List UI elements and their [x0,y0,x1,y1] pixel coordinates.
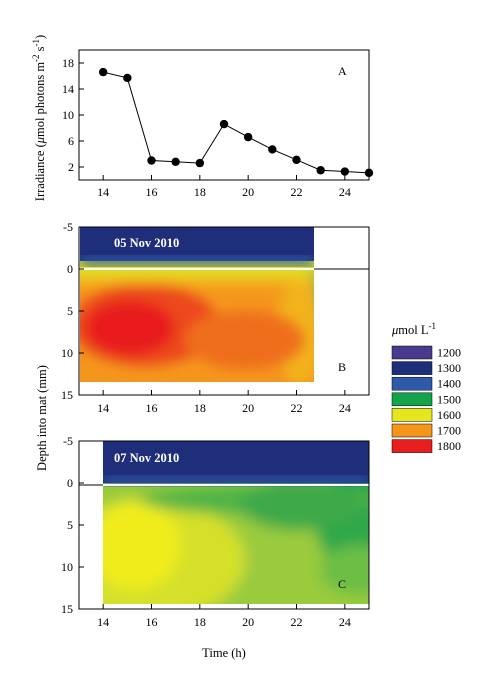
panel-a-series [98,67,374,178]
panel-a: 2 6 10 14 18 14 16 18 20 22 24 A [62,49,374,199]
panel-b-contour [80,227,314,382]
legend-swatch [391,376,433,391]
data-point [364,168,374,178]
x-tick-label: 16 [146,615,158,629]
y-tick-label: 6 [68,134,74,148]
y-tick-label: 5 [67,304,73,318]
y-tick-label: 10 [62,108,74,122]
legend-swatch [391,439,433,453]
panel-b-letter: B [338,360,346,374]
panel-c-y-ticks: -5 0 5 10 15 [61,434,84,616]
time-xlabel: Time (h) [202,646,246,660]
legend-swatch [391,345,433,360]
x-tick-label: 18 [194,185,206,199]
legend-title: μmol L-1 [391,321,436,337]
x-tick-label: 14 [97,185,109,199]
panel-a-y-ticks: 2 6 10 14 18 [62,56,84,174]
y-tick-label: 10 [61,346,73,360]
legend-label: 1800 [437,439,461,453]
panel-a-frame [78,49,370,181]
x-tick-label: 20 [242,185,254,199]
legend-label: 1500 [437,392,461,406]
panel-b-x-ticks: 14 16 18 20 22 24 [97,390,351,415]
y-tick-label: 10 [61,560,73,574]
data-point [219,119,229,129]
data-point [171,157,180,166]
x-tick-label: 16 [146,401,158,415]
data-point [98,67,108,77]
y-tick-label: 0 [67,262,73,276]
x-tick-label: 24 [339,185,351,199]
y-tick-label: 0 [67,476,73,490]
y-tick-label: 15 [61,602,73,616]
y-tick-label: -5 [63,434,73,448]
depth-ylabel: Depth into mat (mm) [35,365,49,471]
legend-label: 1600 [437,408,461,422]
legend-swatch [391,392,433,407]
legend-label: 1400 [437,377,461,391]
y-tick-label: 2 [68,160,74,174]
x-tick-label: 14 [97,401,109,415]
y-tick-label: 15 [61,388,73,402]
panel-b: -5 0 5 10 15 14 16 18 20 22 24 05 Nov 2010 B [61,220,370,415]
x-tick-label: 20 [242,615,254,629]
legend-swatch [391,361,433,375]
x-tick-label: 22 [291,615,303,629]
data-point [268,145,277,154]
panel-b-date-label: 05 Nov 2010 [114,236,179,250]
data-point [195,158,205,168]
x-tick-label: 24 [339,401,351,415]
panel-a-x-ticks: 14 16 18 20 22 24 [97,175,351,199]
data-point [147,156,156,165]
y-tick-label: 18 [62,56,74,70]
x-tick-label: 24 [339,615,351,629]
x-tick-label: 14 [97,615,109,629]
data-point [292,155,301,165]
legend-swatch [391,408,433,422]
irradiance-ylabel: Irradiance (μmol photons m-2 s-1) [31,35,47,201]
x-tick-label: 22 [291,401,303,415]
irradiance-line [103,71,370,174]
panel-a-letter: A [338,64,347,78]
y-tick-label: 14 [62,82,74,96]
panel-b-y-ticks: -5 0 5 10 15 [61,220,84,402]
x-tick-label: 22 [291,185,303,199]
panel-c: -5 0 5 10 15 14 16 18 20 22 24 07 Nov 2010 C [61,434,370,629]
data-point [243,132,253,142]
panel-c-date-label: 07 Nov 2010 [114,451,179,465]
legend-label: 1200 [437,346,461,360]
panel-c-letter: C [338,577,346,591]
legend-label: 1300 [437,361,461,375]
legend-swatch [391,423,433,438]
data-point [316,166,325,175]
panel-c-x-ticks: 14 16 18 20 22 24 [97,604,351,629]
y-tick-label: -5 [63,220,73,234]
x-tick-label: 16 [146,185,158,199]
x-tick-label: 18 [194,401,206,415]
data-point [340,167,350,176]
legend-label: 1700 [437,424,461,438]
x-tick-label: 20 [242,401,254,415]
y-tick-label: 5 [67,518,73,532]
panel-c-contour [103,441,369,604]
data-point [123,73,132,83]
x-tick-label: 18 [194,615,206,629]
